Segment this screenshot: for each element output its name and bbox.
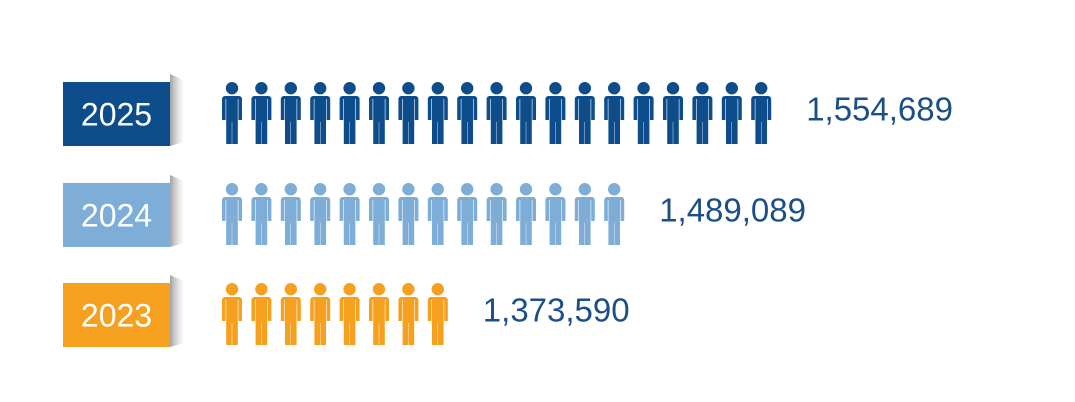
person-icon bbox=[721, 82, 742, 144]
person-icon bbox=[310, 283, 331, 345]
person-icon bbox=[545, 82, 566, 144]
person-icon bbox=[486, 82, 507, 144]
person-icon bbox=[251, 183, 272, 245]
person-icon bbox=[398, 283, 419, 345]
box-fold bbox=[170, 74, 184, 146]
person-icon bbox=[222, 82, 242, 144]
person-icon bbox=[280, 82, 301, 144]
value-label: 1,554,689 bbox=[806, 91, 953, 128]
person-icon bbox=[222, 283, 242, 345]
person-icon bbox=[369, 82, 389, 144]
year-label: 2025 bbox=[81, 96, 152, 132]
value-label: 1,489,089 bbox=[659, 192, 806, 229]
person-icon bbox=[457, 183, 478, 245]
person-icon bbox=[663, 82, 683, 144]
person-icon bbox=[339, 183, 360, 245]
person-icon bbox=[427, 283, 448, 345]
year-box bbox=[63, 82, 170, 146]
person-icon bbox=[486, 183, 507, 245]
person-icon bbox=[339, 82, 360, 144]
year-box bbox=[63, 283, 170, 347]
person-icon bbox=[251, 283, 272, 345]
person-icon bbox=[633, 82, 654, 144]
person-icon bbox=[222, 183, 242, 245]
person-icon bbox=[692, 82, 713, 144]
person-icon bbox=[398, 82, 419, 144]
person-icon bbox=[427, 183, 448, 245]
person-icon bbox=[516, 82, 536, 144]
icon-row bbox=[222, 82, 772, 144]
person-icon bbox=[310, 183, 331, 245]
person-icon bbox=[339, 283, 360, 345]
person-icon bbox=[457, 82, 478, 144]
year-label: 2024 bbox=[81, 197, 152, 233]
person-icon bbox=[751, 82, 772, 144]
person-icon bbox=[516, 183, 536, 245]
person-icon bbox=[604, 183, 625, 245]
year-box bbox=[63, 183, 170, 247]
person-icon bbox=[369, 283, 389, 345]
person-icon bbox=[251, 82, 272, 144]
person-icon bbox=[427, 82, 448, 144]
person-icon bbox=[604, 82, 625, 144]
person-icon bbox=[574, 82, 595, 144]
person-icon bbox=[280, 283, 301, 345]
icon-row bbox=[222, 183, 625, 245]
person-icon bbox=[574, 183, 595, 245]
person-icon bbox=[369, 183, 389, 245]
value-label: 1,373,590 bbox=[483, 292, 630, 329]
person-icon bbox=[280, 183, 301, 245]
person-icon bbox=[545, 183, 566, 245]
person-icon bbox=[398, 183, 419, 245]
year-label: 2023 bbox=[81, 297, 152, 333]
box-fold bbox=[170, 275, 184, 347]
person-icon bbox=[310, 82, 331, 144]
icon-row bbox=[222, 283, 448, 345]
box-fold bbox=[170, 175, 184, 247]
